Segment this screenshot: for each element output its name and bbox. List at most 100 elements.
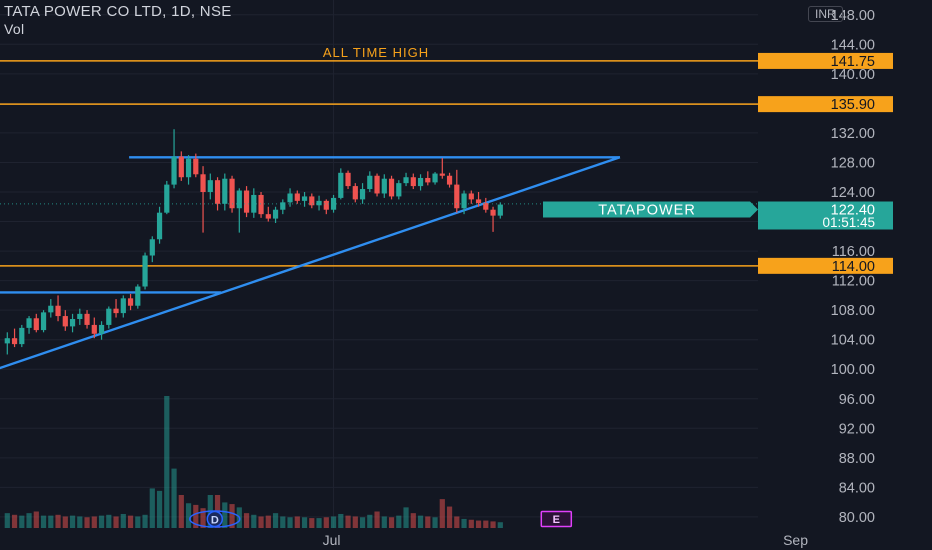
candle-body bbox=[309, 196, 315, 206]
candle-body bbox=[316, 200, 322, 206]
price-tick-label: 108.00 bbox=[831, 303, 875, 319]
candle-body bbox=[222, 178, 228, 204]
candle-body bbox=[127, 298, 134, 306]
candle-body bbox=[156, 212, 163, 240]
candle-body bbox=[62, 316, 68, 327]
volume-bar bbox=[62, 516, 68, 528]
price-tick-label: 104.00 bbox=[831, 333, 875, 349]
candle-body bbox=[4, 338, 10, 344]
candle-body bbox=[280, 202, 286, 210]
volume-bar bbox=[388, 517, 395, 528]
volume-bar bbox=[381, 516, 387, 528]
symbol-tag bbox=[543, 201, 750, 218]
volume-bar bbox=[367, 514, 373, 528]
earnings-marker bbox=[540, 510, 573, 528]
volume-bar bbox=[410, 513, 416, 528]
candle-body bbox=[91, 324, 97, 334]
candle-body bbox=[113, 308, 119, 314]
volume-bar bbox=[417, 515, 424, 528]
volume-bar bbox=[91, 516, 97, 528]
symbol-title: TATA POWER CO LTD, 1D, NSE bbox=[4, 3, 232, 20]
candle-body bbox=[171, 156, 177, 185]
price-tick-label: 116.00 bbox=[832, 244, 875, 260]
volume-bar bbox=[193, 504, 199, 528]
candle-body bbox=[135, 286, 141, 306]
candle-body bbox=[287, 193, 293, 203]
price-tick-label: 144.00 bbox=[831, 37, 875, 53]
candle-body bbox=[468, 193, 474, 200]
candles bbox=[4, 129, 503, 355]
candle-body bbox=[98, 324, 105, 334]
volume-bar bbox=[330, 516, 337, 528]
volume-bar bbox=[287, 517, 293, 528]
volume-bar bbox=[454, 516, 460, 528]
volume-bar bbox=[135, 516, 141, 528]
candle-body bbox=[330, 197, 337, 210]
candle-body bbox=[446, 175, 453, 185]
candle-body bbox=[164, 184, 170, 213]
volume-bar bbox=[84, 517, 90, 528]
volume-bar bbox=[374, 511, 380, 528]
candle-body bbox=[475, 199, 482, 204]
volume-bar bbox=[77, 516, 83, 528]
volume-bar bbox=[113, 516, 119, 528]
price-axis-bg bbox=[758, 0, 932, 550]
horizontal-levels[interactable]: ALL TIME HIGH bbox=[0, 45, 758, 267]
candle-body bbox=[243, 190, 250, 213]
time-axis[interactable]: Jul Sep bbox=[0, 530, 808, 550]
candle-body bbox=[294, 193, 300, 201]
candle-body bbox=[200, 174, 206, 192]
candle-body bbox=[388, 178, 395, 197]
currency-button[interactable]: INR bbox=[808, 6, 843, 22]
volume-bar bbox=[461, 518, 467, 528]
candle-body bbox=[265, 214, 271, 219]
volume-bar bbox=[4, 513, 10, 528]
price-tick-label: 92.00 bbox=[839, 421, 875, 437]
candle-body bbox=[120, 298, 126, 314]
candle-body bbox=[84, 313, 90, 325]
volume-bar bbox=[127, 515, 134, 528]
candle-body bbox=[40, 312, 47, 331]
trendline bbox=[0, 156, 621, 370]
candle-body bbox=[178, 156, 184, 178]
volume-bar bbox=[178, 495, 184, 528]
volume-indicator-label[interactable]: Vol bbox=[4, 21, 25, 37]
volume-pane bbox=[4, 396, 503, 528]
volume-bar bbox=[185, 503, 192, 528]
volume-bar bbox=[48, 515, 54, 528]
candle-body bbox=[77, 313, 83, 320]
candle-body bbox=[338, 172, 344, 198]
volume-bar bbox=[483, 520, 489, 528]
trendlines[interactable] bbox=[0, 156, 621, 370]
volume-bar bbox=[294, 516, 300, 528]
volume-bar bbox=[272, 513, 279, 528]
volume-bar bbox=[468, 519, 474, 528]
candle-body bbox=[214, 180, 221, 204]
candle-body bbox=[403, 177, 409, 184]
volume-bar bbox=[280, 516, 286, 528]
volume-bar bbox=[55, 514, 61, 528]
volume-bar bbox=[40, 515, 47, 528]
volume-bar bbox=[222, 502, 228, 528]
price-tick-label: 96.00 bbox=[839, 392, 875, 408]
price-tick-label: 84.00 bbox=[839, 480, 875, 496]
candle-body bbox=[207, 180, 213, 192]
earnings-marker-label: E bbox=[553, 514, 560, 526]
dividend-marker bbox=[206, 510, 224, 528]
volume-bar bbox=[338, 513, 344, 528]
last-price-tag bbox=[758, 201, 893, 230]
volume-bar bbox=[229, 504, 235, 528]
volume-bar bbox=[446, 506, 453, 528]
candle-body bbox=[142, 255, 148, 287]
candle-body bbox=[374, 175, 380, 194]
level-annotation: ALL TIME HIGH bbox=[323, 45, 429, 60]
candle-body bbox=[359, 189, 366, 200]
volume-bar bbox=[106, 514, 112, 528]
volume-bar bbox=[265, 515, 271, 528]
chart-legend: TATA POWER CO LTD, 1D, NSE Vol bbox=[4, 3, 232, 37]
volume-bar bbox=[200, 508, 206, 528]
volume-bar bbox=[359, 517, 366, 528]
